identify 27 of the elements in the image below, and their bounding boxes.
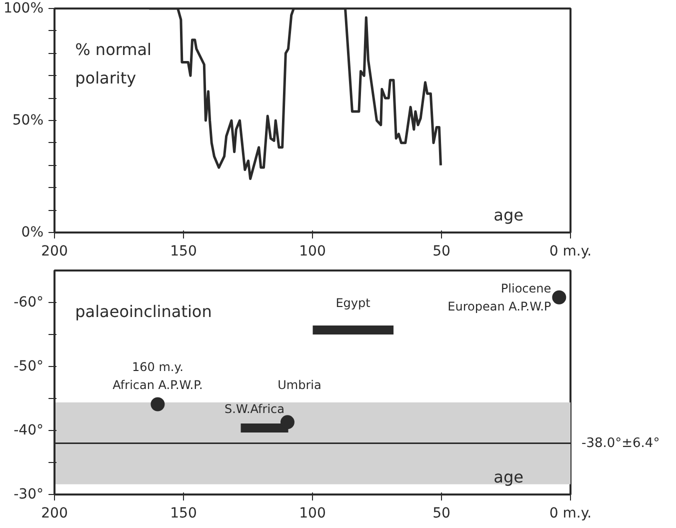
annotation: Egypt <box>336 296 371 310</box>
annotation: palaeoinclination <box>75 302 212 321</box>
annotation: Pliocene European A.P.W.P <box>448 281 552 314</box>
x-tick-label: 50 <box>432 506 450 522</box>
y-tick-label: 50% <box>12 112 44 128</box>
x-tick-label: 100 <box>299 244 326 260</box>
annotation: S.W.Africa <box>224 402 284 416</box>
annotation: 160 m.y. African A.P.W.P. <box>112 360 203 392</box>
y-tick-label: -50° <box>14 358 44 374</box>
y-tick-label: 100% <box>3 0 44 16</box>
annotation: % normal polarity <box>75 40 152 88</box>
annotation: Umbria <box>278 378 322 392</box>
x-tick-label: 200 <box>41 506 68 522</box>
x-tick-label: 100 <box>299 506 326 522</box>
x-tick-label: 0 m.y. <box>549 506 592 522</box>
x-tick-label: 150 <box>170 506 197 522</box>
x-tick-label: 50 <box>432 244 450 260</box>
annotation: age <box>494 468 524 487</box>
annotation: age <box>494 206 524 225</box>
ref-line-label: -38.0°±6.4° <box>582 436 660 451</box>
y-tick-label: 0% <box>21 224 44 240</box>
y-tick-label: -40° <box>14 422 44 438</box>
y-tick-label: -60° <box>14 294 44 310</box>
x-tick-label: 150 <box>170 244 197 260</box>
x-tick-label: 200 <box>41 244 68 260</box>
x-tick-label: 0 m.y. <box>549 244 592 260</box>
y-tick-label: -30° <box>14 486 44 502</box>
